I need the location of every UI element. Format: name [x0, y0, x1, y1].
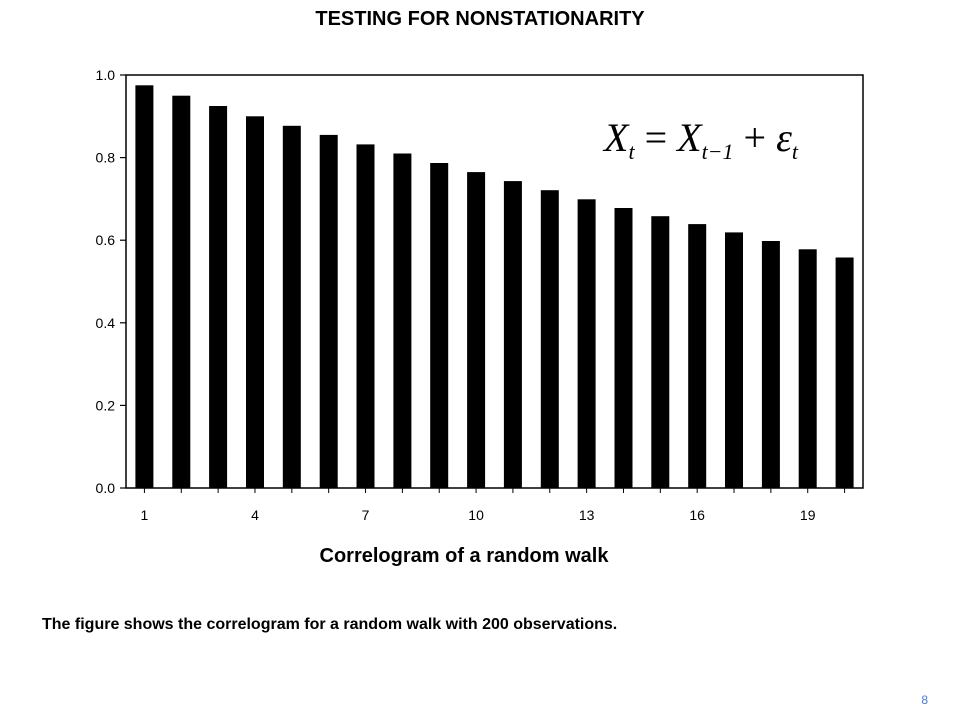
x-tick-label: 16 [689, 507, 705, 523]
bar [503, 181, 522, 488]
bar [614, 208, 633, 488]
page-number: 8 [921, 693, 928, 707]
bar [577, 199, 596, 489]
y-tick-label: 1.0 [96, 67, 116, 83]
bar [725, 232, 743, 488]
bar [540, 190, 559, 488]
x-tick-label: 19 [800, 507, 816, 523]
x-tick-label: 7 [362, 507, 370, 523]
bar [135, 85, 154, 489]
x-tick-label: 4 [251, 507, 259, 523]
y-tick-label: 0.6 [96, 232, 116, 248]
slide-title: TESTING FOR NONSTATIONARITY [315, 8, 645, 30]
formula-error-sub: t [791, 139, 798, 164]
x-tick-label: 13 [579, 507, 595, 523]
bar [761, 241, 780, 488]
formula-lhs-sub: t [628, 139, 635, 164]
bar [467, 172, 486, 488]
bar [209, 106, 228, 488]
bar [172, 95, 191, 488]
random-walk-formula: Xt = Xt−1 + εt [604, 118, 798, 163]
y-tick-label: 0.2 [96, 397, 116, 413]
bar [835, 257, 854, 488]
y-tick-label: 0.0 [96, 480, 116, 496]
chart-caption: Correlogram of a random walk [319, 545, 609, 567]
bar [688, 224, 707, 488]
y-tick-label: 0.8 [96, 150, 116, 166]
description-text: The figure shows the correlogram for a r… [42, 616, 618, 633]
formula-lhs: X [604, 115, 629, 160]
bar [356, 144, 375, 488]
x-tick-label: 1 [141, 507, 149, 523]
formula-term-sub: t−1 [701, 139, 734, 164]
formula-plus: + [743, 115, 767, 160]
formula-term: X [677, 115, 702, 160]
bar [246, 116, 264, 489]
formula-error: ε [776, 115, 792, 160]
bar [430, 163, 449, 488]
bar [319, 134, 338, 488]
bar [393, 153, 412, 488]
plot-frame [125, 74, 864, 489]
bar [282, 125, 301, 489]
bar [651, 216, 670, 488]
bar [798, 249, 817, 488]
y-tick-label: 0.4 [96, 315, 116, 331]
formula-equals: = [644, 115, 668, 160]
x-tick-label: 10 [468, 507, 484, 523]
